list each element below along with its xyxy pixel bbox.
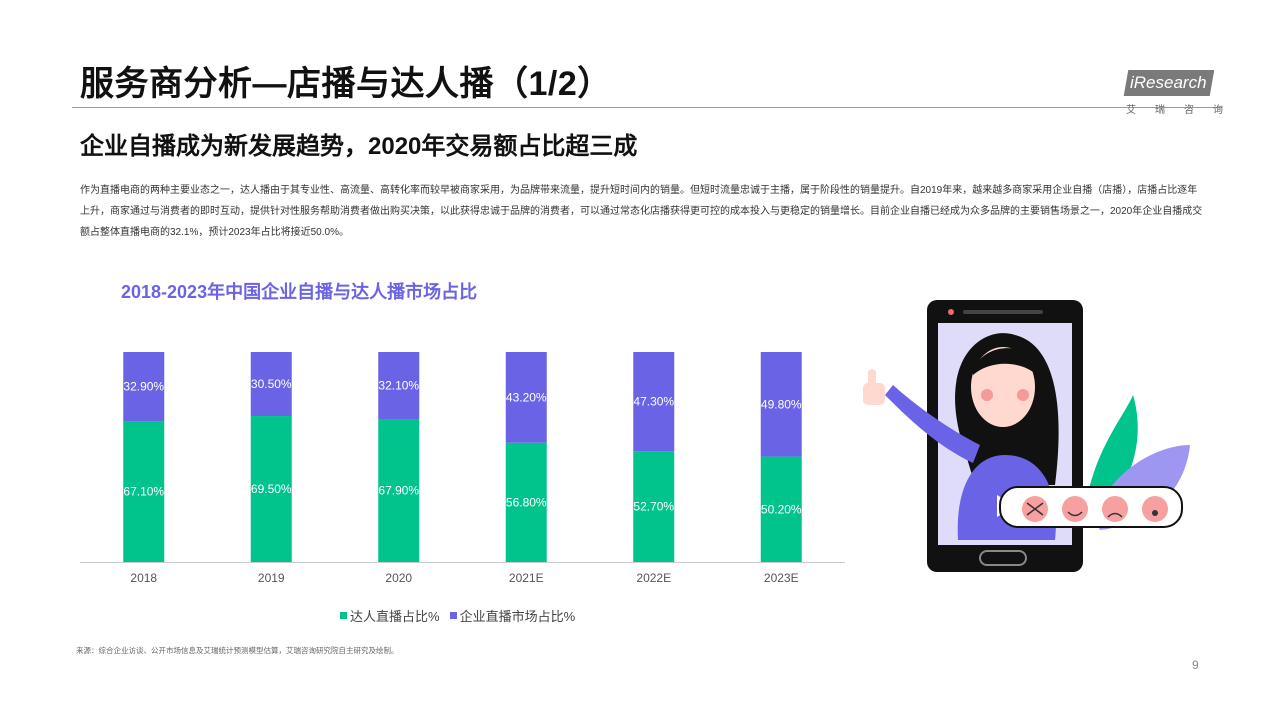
sad-emoji-icon (1102, 496, 1128, 522)
bar-segment-influencer-2021E (505, 442, 547, 562)
bar-segment-enterprise-2022E (633, 352, 675, 452)
bar-segment-influencer-2020 (378, 419, 420, 562)
thumb-shape (868, 369, 876, 387)
data-label: 47.30% (633, 395, 674, 409)
bar-segment-enterprise-2020 (378, 352, 420, 420)
page-title: 服务商分析—店播与达人播（1/2） (80, 65, 612, 103)
bar-segment-influencer-2018 (123, 421, 165, 562)
cheek-shape (1017, 389, 1029, 401)
x-tick-label: 2023E (764, 571, 799, 585)
page-number: 9 (1192, 658, 1199, 672)
emoji-feature (1107, 512, 1123, 518)
stacked-bar-chart: 67.10% 32.90% 2018 69.50% 30.50% 2019 67.90% 32… (80, 352, 845, 585)
x-tick-label: 2022E (636, 571, 671, 585)
logo-cn-text: 艾瑞咨询 (1126, 105, 1242, 116)
description-paragraph: 作为直播电商的两种主要业态之一，达人播由于其专业性、高流量、高转化率而较早被商家… (80, 185, 1203, 238)
livestream-phone-illustration (863, 300, 1190, 572)
face-shape (971, 347, 1035, 427)
data-label: 49.80% (761, 397, 802, 411)
legend-item-enterprise: 企业直播市场占比% (449, 606, 576, 625)
source-note: 来源：综合企业访谈、公开市场信息及艾瑞统计预测模型估算，艾瑞咨询研究院自主研究及… (76, 646, 399, 655)
bangs-shape (973, 348, 1037, 375)
data-label: 56.80% (506, 495, 547, 509)
data-label: 52.70% (633, 500, 674, 514)
emoji-feature (1026, 502, 1044, 516)
x-tick-label: 2021E (509, 571, 544, 585)
arm-shape (885, 385, 980, 463)
bar-segment-enterprise-2021E (505, 352, 547, 443)
iresearch-logo: iResearch 艾瑞咨询 (1123, 70, 1223, 116)
legend-label-enterprise: 企业直播市场占比% (459, 609, 576, 624)
x-tick-label: 2020 (385, 571, 412, 585)
data-label: 67.10% (123, 485, 164, 499)
data-label: 32.10% (378, 379, 419, 393)
thumbs-up-icon (863, 383, 885, 405)
data-label: 69.50% (251, 482, 292, 496)
legend-item-influencer: 达人直播占比% (340, 606, 440, 625)
x-tick-label: 2018 (130, 571, 157, 585)
legend-swatch-influencer (340, 612, 347, 619)
data-label: 67.90% (378, 484, 419, 498)
bar-segment-enterprise-2023E (760, 352, 802, 457)
bar-segment-influencer-2023E (760, 456, 802, 562)
title-divider (72, 107, 1222, 108)
x-tick-label: 2019 (258, 571, 285, 585)
camera-dot (948, 309, 954, 315)
bar-segment-influencer-2022E (633, 451, 675, 562)
home-button-icon (979, 550, 1027, 566)
legend-label-influencer: 达人直播占比% (350, 609, 440, 624)
bar-segment-enterprise-2019 (250, 352, 292, 417)
chart-title: 2018-2023年中国企业自播与达人播市场占比 (121, 282, 478, 302)
bar-segment-enterprise-2018 (123, 352, 165, 422)
data-label: 30.50% (251, 377, 292, 391)
bar-segment-influencer-2019 (250, 416, 292, 562)
surprised-emoji-icon (1142, 496, 1168, 522)
chart-legend: 达人直播占比% 企业直播市场占比% (340, 606, 575, 625)
legend-swatch-enterprise (449, 612, 457, 619)
data-label: 43.20% (506, 390, 547, 404)
cheek-shape (981, 389, 993, 401)
emoji-feature (1067, 511, 1083, 517)
page-subtitle: 企业自播成为新发展趋势，2020年交易额占比超三成 (80, 133, 638, 160)
logo-text: iResearch (1130, 73, 1207, 92)
reaction-bar (999, 486, 1183, 528)
smile-emoji-icon (1062, 496, 1088, 522)
data-label: 32.90% (123, 380, 164, 394)
data-label: 50.20% (761, 502, 802, 516)
emoji-feature (1152, 510, 1158, 516)
speaker-slot (963, 310, 1043, 314)
